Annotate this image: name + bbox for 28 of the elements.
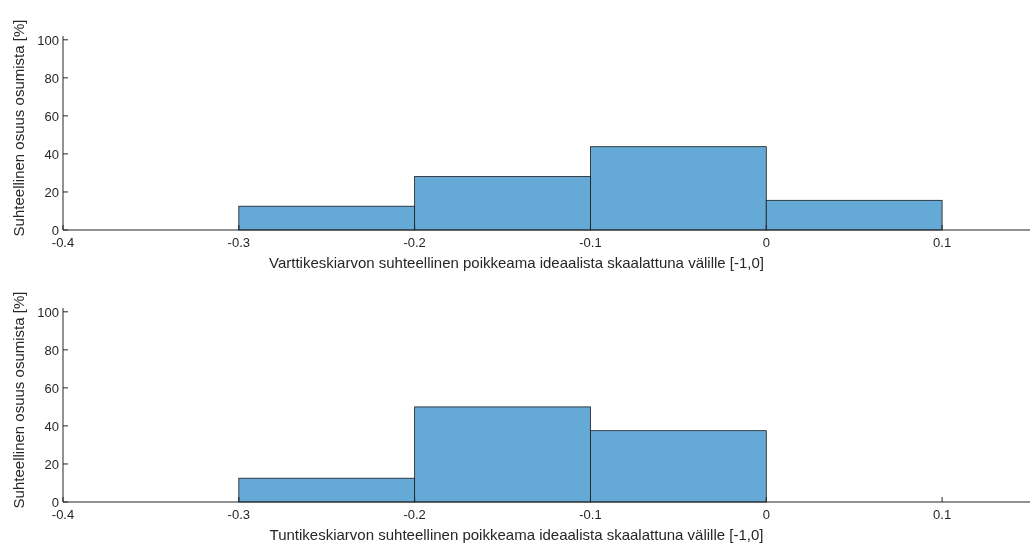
x-tick-label: -0.2 (403, 507, 426, 522)
x-tick-label: -0.2 (403, 235, 426, 250)
x-tick-label: -0.4 (51, 507, 75, 522)
y-axis-title: Suhteellinen osuus osumista [%] (10, 291, 27, 509)
y-tick-label: 0 (51, 223, 59, 238)
y-tick-label: 20 (44, 456, 59, 472)
x-axis-title: Varttikeskiarvon suhteellinen poikkeama ideaalista skaalattuna välille [-1,0] (269, 254, 764, 271)
x-tick-label: -0.1 (579, 507, 602, 522)
y-tick-label: 80 (44, 70, 59, 86)
x-tick-label: -0.4 (51, 235, 75, 250)
x-tick-label: 0.1 (933, 235, 952, 250)
y-tick-label: 0 (51, 495, 59, 510)
y-tick-label: 20 (44, 184, 59, 200)
y-tick-label: 40 (44, 418, 59, 434)
x-tick-label: 0.1 (933, 507, 952, 522)
y-tick-label: 60 (44, 380, 59, 396)
y-tick-label: 100 (37, 304, 59, 320)
y-axis-title: Suhteellinen osuus osumista [%] (10, 19, 27, 237)
x-tick-label: -0.1 (579, 235, 602, 250)
y-tick-label: 40 (44, 146, 59, 162)
y-tick-label: 100 (37, 32, 59, 48)
x-tick-label: 0 (762, 507, 770, 522)
y-tick-label: 60 (44, 108, 59, 124)
x-axis-title: Tuntikeskiarvon suhteellinen poikkeama ideaalista skaalattuna välille [-1,0] (269, 526, 764, 543)
x-tick-label: 0 (762, 235, 770, 250)
y-tick-label: 80 (44, 342, 59, 358)
x-tick-label: -0.3 (227, 507, 251, 522)
x-tick-label: -0.3 (227, 235, 251, 250)
